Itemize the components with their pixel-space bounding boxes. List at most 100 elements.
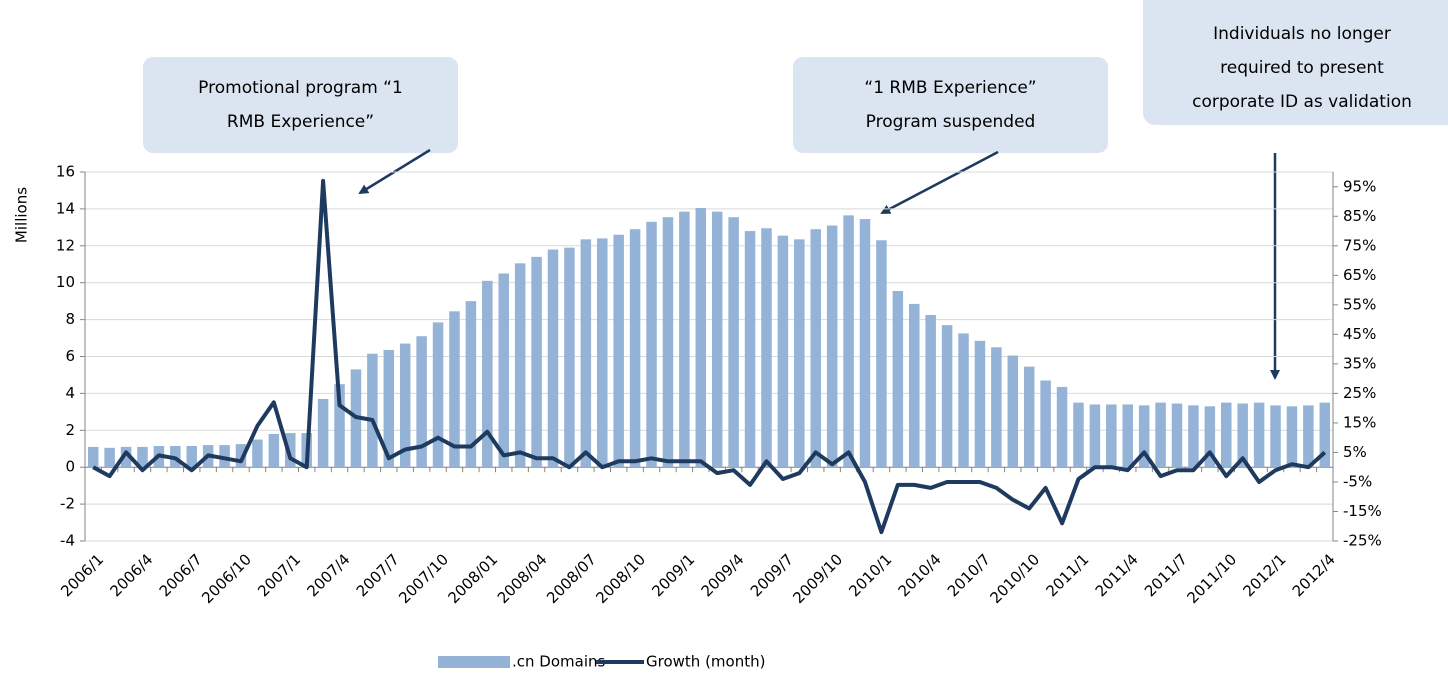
bar: [711, 211, 723, 468]
bar: [1073, 402, 1084, 468]
y-tick-label: -2: [60, 495, 75, 513]
bar: [285, 433, 296, 468]
x-tick-label: 2008/01: [445, 550, 502, 607]
bar: [909, 303, 920, 468]
y-tick-label: 0: [65, 458, 75, 476]
x-tick-label: 2008/04: [494, 550, 551, 607]
bar: [613, 234, 624, 468]
bar: [317, 398, 329, 468]
x-tick-label: 2009/7: [747, 550, 797, 600]
bar: [547, 249, 559, 468]
x-tick-label: 2007/1: [254, 550, 304, 600]
y-tick-label: 14: [56, 199, 75, 217]
bar: [1221, 402, 1232, 468]
y-tick-label: 4: [65, 384, 75, 402]
callout-box: [1143, 0, 1448, 125]
bar: [334, 384, 345, 468]
bar: [219, 445, 230, 468]
bar: [432, 322, 444, 468]
x-tick-label: 2011/4: [1092, 550, 1142, 600]
y2-tick-label: -25%: [1343, 532, 1382, 550]
x-tick-label: 2006/1: [57, 550, 107, 600]
y2-tick-label: 85%: [1343, 207, 1376, 225]
x-tick-label: 2009/1: [648, 550, 698, 600]
annotation-text: Individuals no longer: [1213, 24, 1391, 44]
bar: [1204, 406, 1216, 468]
bar: [268, 433, 280, 468]
bar: [1188, 405, 1199, 468]
bar: [597, 238, 608, 468]
x-tick-label: 2006/10: [198, 550, 255, 607]
bar: [235, 444, 247, 468]
bar: [252, 439, 263, 468]
bar: [925, 314, 936, 468]
bar: [974, 340, 986, 468]
bar: [1106, 404, 1117, 468]
bar: [777, 235, 789, 468]
annotation-text: RMB Experience”: [227, 112, 374, 132]
y-tick-label: 8: [65, 310, 75, 328]
bar: [465, 301, 477, 468]
bar: [958, 333, 969, 468]
legend-label: .cn Domains: [512, 653, 605, 671]
y2-tick-label: -15%: [1343, 502, 1382, 520]
x-tick-label: 2011/10: [1183, 550, 1240, 607]
x-tick-label: 2007/7: [353, 550, 403, 600]
y2-tick-label: -5%: [1343, 472, 1372, 490]
bar: [892, 291, 904, 468]
y2-tick-label: 75%: [1343, 236, 1376, 254]
bar: [531, 256, 542, 468]
callout-box: [793, 57, 1108, 153]
bar: [514, 263, 526, 468]
x-tick-label: 2010/4: [895, 550, 945, 600]
bar: [1270, 405, 1281, 468]
bar: [1286, 406, 1298, 468]
bar: [810, 229, 821, 468]
bar: [1007, 355, 1019, 468]
y2-tick-label: 55%: [1343, 295, 1376, 313]
bar: [416, 336, 427, 468]
bar: [367, 353, 378, 468]
x-tick-label: 2010/7: [944, 550, 994, 600]
bar: [87, 446, 99, 468]
bar: [826, 225, 838, 468]
line: [92, 178, 1327, 535]
bar: [498, 273, 509, 468]
callout-arrow: [880, 150, 999, 215]
bar: [1253, 402, 1265, 468]
bar: [1155, 402, 1166, 468]
y-axis-label: Millions: [13, 187, 31, 243]
bar: [728, 217, 739, 468]
bar: [1319, 402, 1331, 468]
x-tick-label: 2009/10: [789, 550, 846, 607]
y-tick-label: 6: [65, 347, 75, 365]
y-tick-label: 2: [65, 421, 75, 439]
x-tick-label: 2012/4: [1289, 550, 1339, 600]
annotation-text: Program suspended: [866, 112, 1036, 132]
y-tick-label: 16: [56, 163, 75, 181]
bar: [120, 446, 132, 468]
bar: [646, 221, 657, 468]
x-tick-label: 2009/4: [698, 550, 748, 600]
x-tick-label: 2012/1: [1239, 550, 1289, 600]
annotation-text: corporate ID as validation: [1192, 92, 1412, 112]
bar: [1023, 366, 1035, 468]
bar: [876, 240, 887, 468]
bar: [679, 211, 690, 468]
y2-tick-label: 5%: [1343, 443, 1367, 461]
y-tick-label: 12: [56, 236, 75, 254]
x-tick-label: 2006/7: [156, 550, 206, 600]
bar: [137, 446, 148, 468]
annotation-text: “1 RMB Experience”: [864, 78, 1036, 98]
bar: [1171, 403, 1183, 468]
legend-label: Growth (month): [646, 653, 765, 671]
bar: [564, 247, 575, 468]
callout-box: [143, 57, 458, 153]
bar: [104, 447, 115, 468]
bar: [843, 215, 854, 468]
x-tick-label: 2011/1: [1042, 550, 1092, 600]
x-tick-label: 2007/10: [395, 550, 452, 607]
legend-swatch: [438, 656, 510, 668]
bar: [482, 280, 493, 468]
